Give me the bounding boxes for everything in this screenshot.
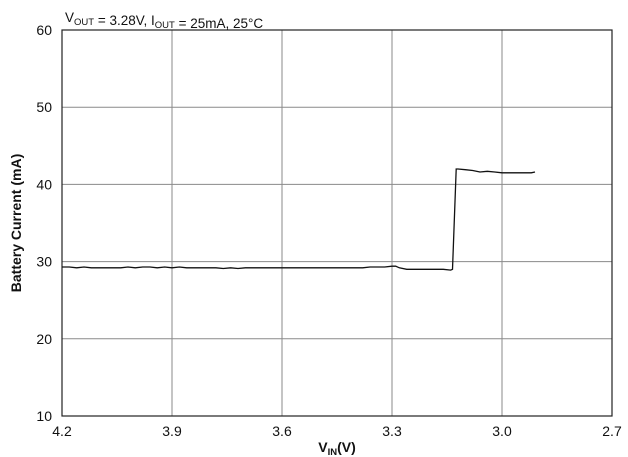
x-tick-label: 4.2 (52, 423, 72, 439)
y-tick-labels: 10 20 30 40 50 60 (36, 22, 52, 424)
x-tick-label: 3.0 (492, 423, 512, 439)
series-layer (62, 168, 536, 271)
x-label-unit: (V) (337, 439, 356, 455)
title-subscript: OUT (155, 20, 175, 31)
title-part: V (65, 10, 74, 25)
grid-lines (62, 30, 612, 416)
x-label-main: V (318, 439, 328, 455)
y-tick-label: 60 (36, 22, 52, 38)
title-part: = 3.28V, I (94, 13, 155, 28)
title-subscript: OUT (74, 17, 94, 28)
y-tick-label: 20 (36, 331, 52, 347)
x-tick-label: 3.9 (162, 423, 182, 439)
y-tick-label: 10 (36, 408, 52, 424)
y-tick-label: 40 (36, 176, 52, 192)
x-tick-label: 3.6 (272, 423, 292, 439)
y-tick-label: 50 (36, 99, 52, 115)
y-tick-label: 30 (36, 254, 52, 270)
x-tick-labels: 4.2 3.9 3.6 3.3 3.0 2.7 (52, 423, 622, 439)
x-tick-label: 3.3 (382, 423, 402, 439)
chart-title: VOUT = 3.28V, IOUT = 25mA, 25°C (65, 10, 263, 31)
plot-frame (61, 29, 613, 417)
battery-current-line (62, 168, 536, 271)
x-tick-label: 2.7 (602, 423, 622, 439)
x-axis-label: VIN(V) (318, 439, 356, 457)
title-part: = 25mA, 25°C (175, 16, 264, 31)
x-label-subscript: IN (328, 447, 338, 457)
y-axis-label: Battery Current (mA) (8, 154, 24, 292)
